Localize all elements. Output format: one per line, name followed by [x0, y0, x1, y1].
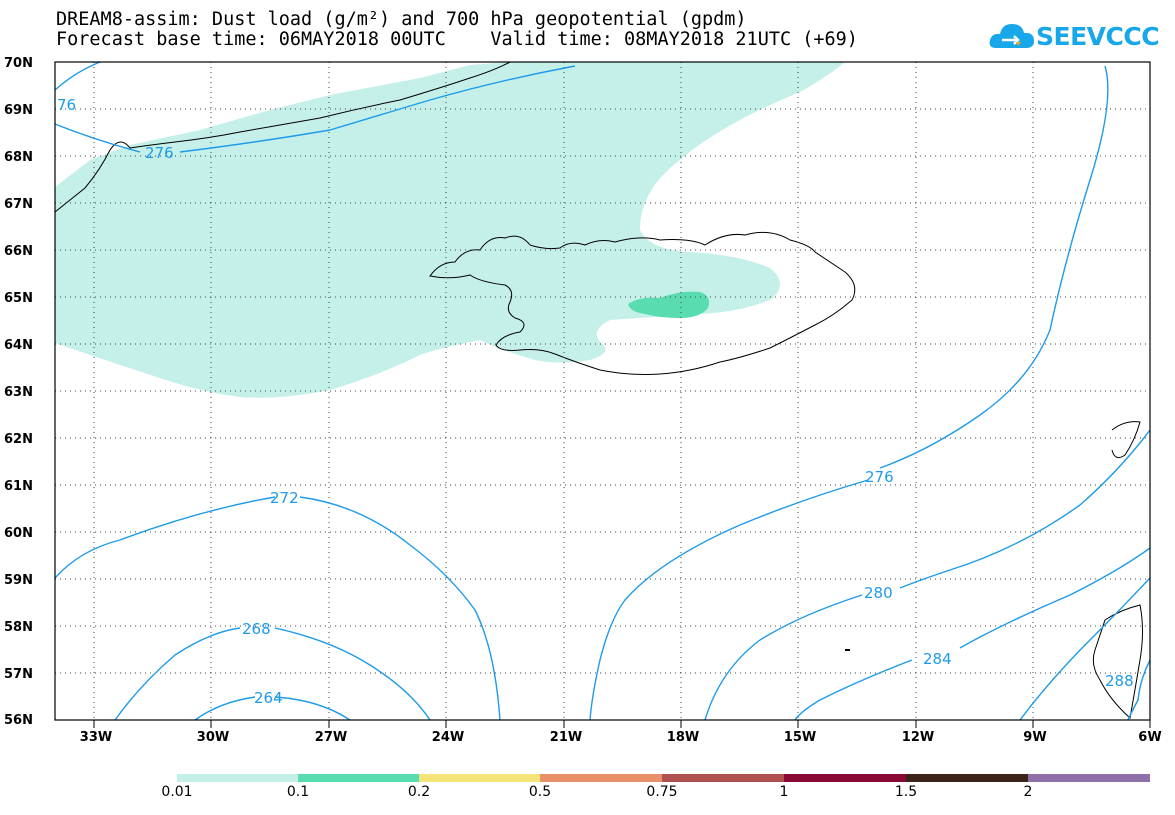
seevccc-logo: SEEVCCC — [988, 18, 1160, 58]
title-line-2: Forecast base time: 06MAY2018 00UTC Vali… — [56, 29, 858, 50]
lat-label: 63N — [4, 385, 33, 400]
colorbar-swatch — [906, 774, 1028, 782]
lon-label: 21W — [549, 730, 583, 745]
map-title: DREAM8-assim: Dust load (g/m²) and 700 h… — [56, 10, 858, 50]
cloud-icon — [989, 24, 1034, 48]
lat-label: 58N — [4, 620, 33, 635]
lat-label: 68N — [4, 150, 33, 165]
colorbar-swatch — [1028, 774, 1150, 782]
geopotential-contours — [54, 61, 1151, 721]
contour-label: 276 — [145, 144, 174, 162]
contour-label: 76 — [57, 96, 76, 114]
lon-label: 33W — [79, 730, 113, 745]
lon-label: 12W — [901, 730, 935, 745]
colorbar-swatch — [298, 774, 419, 782]
lat-label: 70N — [4, 56, 33, 71]
title-line-1: DREAM8-assim: Dust load (g/m²) and 700 h… — [56, 9, 747, 30]
colorbar-swatch — [177, 774, 298, 782]
contour-label: 276 — [865, 468, 894, 486]
dust-region-light — [55, 62, 845, 398]
lon-label: 18W — [666, 730, 700, 745]
axis-ticks — [93, 720, 1151, 728]
colorbar-label: 0.75 — [646, 784, 678, 800]
colorbar-swatch — [540, 774, 662, 782]
contour-label: 288 — [1105, 672, 1134, 690]
lat-label: 59N — [4, 573, 33, 588]
contour-label: 272 — [270, 489, 299, 507]
lat-label: 56N — [4, 713, 33, 728]
colorbar-label: 0.5 — [528, 784, 552, 800]
lon-label: 9W — [1023, 730, 1047, 745]
lon-label: 30W — [196, 730, 230, 745]
colorbar-label: 1 — [779, 784, 789, 800]
coastline — [54, 61, 1143, 719]
colorbar-label: 1.5 — [894, 784, 918, 800]
colorbar-swatch — [419, 774, 540, 782]
lon-label: 6W — [1138, 730, 1162, 745]
colorbar-label: 0.1 — [286, 784, 310, 800]
map-frame — [54, 61, 1151, 721]
colorbar-swatch — [662, 774, 784, 782]
contour-label: 280 — [864, 584, 893, 602]
lon-label: 15W — [783, 730, 817, 745]
colorbar-label: 0.01 — [161, 784, 193, 800]
lat-label: 64N — [4, 338, 33, 353]
lon-label: 27W — [314, 730, 348, 745]
contour-label: 284 — [923, 650, 952, 668]
colorbar-label: 0.2 — [407, 784, 431, 800]
lon-label: 24W — [431, 730, 465, 745]
lat-label: 62N — [4, 432, 33, 447]
lat-label: 66N — [4, 244, 33, 259]
colorbar — [177, 774, 1150, 782]
logo-text: SEEVCCC — [1036, 22, 1160, 51]
colorbar-swatch — [784, 774, 906, 782]
lat-label: 67N — [4, 197, 33, 212]
lat-label: 69N — [4, 103, 33, 118]
lat-label: 60N — [4, 526, 33, 541]
contour-label: 268 — [242, 620, 271, 638]
lat-label: 57N — [4, 667, 33, 682]
contour-label: 264 — [254, 689, 283, 707]
dust-region-medium — [628, 291, 709, 318]
lat-label: 65N — [4, 291, 33, 306]
colorbar-label: 2 — [1023, 784, 1033, 800]
lat-label: 61N — [4, 479, 33, 494]
